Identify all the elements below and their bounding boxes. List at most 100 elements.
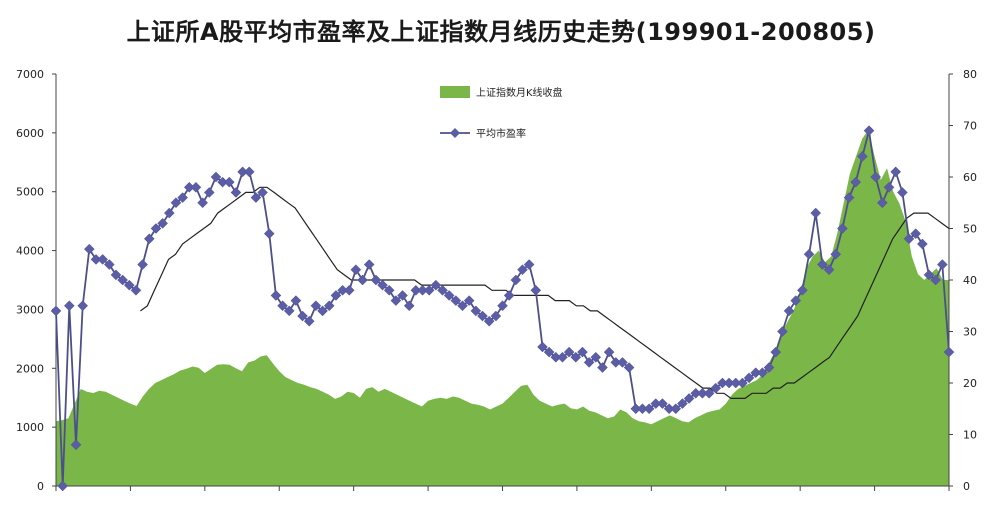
pe-ratio-point	[110, 269, 122, 281]
pe-ratio-point	[277, 300, 288, 312]
pe-ratio-point	[157, 217, 168, 229]
pe-ratio-point	[603, 346, 615, 358]
pe-ratio-point	[597, 362, 608, 373]
pe-ratio-point	[423, 284, 435, 296]
pe-ratio-point	[703, 387, 715, 399]
pe-ratio-point	[177, 192, 188, 203]
pe-ratio-point	[923, 269, 935, 281]
pe-ratio-point	[896, 187, 908, 198]
legend-pe-swatch-marker	[450, 128, 460, 138]
pe-ratio-point	[203, 187, 215, 198]
pe-ratio-point	[590, 351, 602, 363]
pe-ratio-point	[503, 290, 515, 301]
pe-ratio-point	[230, 187, 242, 198]
pe-ratio-point	[783, 305, 795, 317]
pe-ratio-point	[390, 295, 402, 306]
pe-ratio-point	[797, 284, 808, 296]
left-tick-label: 6000	[16, 127, 44, 140]
right-tick-label: 40	[963, 274, 977, 287]
pe-ratio-point	[197, 197, 208, 209]
pe-ratio-point	[450, 295, 462, 306]
pe-ratio-point	[350, 264, 362, 276]
legend-area-swatch	[440, 86, 470, 98]
pe-ratio-point	[330, 290, 342, 301]
pe-ratio-point	[770, 346, 782, 358]
pe-ratio-point	[497, 300, 508, 312]
pe-ratio-point	[790, 295, 802, 306]
pe-ratio-point	[57, 480, 69, 492]
pe-ratio-point	[150, 223, 162, 234]
pe-ratio-point	[810, 207, 822, 219]
pe-ratio-point	[210, 171, 222, 183]
pe-ratio-point	[903, 233, 915, 245]
pe-ratio-point	[623, 362, 635, 373]
pe-ratio-point	[777, 326, 788, 337]
pe-ratio-point	[857, 151, 868, 162]
pe-ratio-point	[563, 346, 575, 358]
pe-ratio-point	[97, 254, 109, 265]
pe-ratio-point	[850, 176, 862, 188]
pe-ratio-point	[470, 305, 482, 317]
pe-ratio-point	[557, 351, 568, 363]
pe-ratio-point	[137, 259, 148, 270]
pe-ratio-point	[430, 279, 442, 291]
pe-ratio-point	[457, 300, 468, 312]
right-tick-label: 0	[963, 480, 970, 493]
pe-ratio-point	[763, 362, 775, 373]
pe-ratio-point	[890, 166, 902, 178]
legend-pe-label: 平均市盈率	[476, 127, 526, 140]
pe-ratio-point	[250, 192, 262, 203]
right-tick-label: 50	[963, 223, 977, 236]
pe-ratio-point	[583, 357, 595, 368]
pe-ratio-point	[343, 284, 355, 296]
area-layer	[56, 129, 949, 486]
pe-ratio-point	[910, 228, 922, 240]
pe-ratio-point	[530, 284, 542, 296]
left-tick-label: 1000	[16, 421, 44, 434]
pe-ratio-point	[190, 181, 202, 193]
pe-ratio-point	[757, 367, 768, 379]
pe-ratio-point	[443, 290, 455, 301]
pe-ratio-point	[837, 223, 848, 234]
right-tick-label: 10	[963, 429, 977, 442]
pe-ratio-point	[403, 300, 415, 312]
left-tick-label: 0	[37, 480, 44, 493]
left-tick-label: 3000	[16, 303, 44, 316]
pe-ratio-point	[483, 315, 495, 327]
pe-ratio-point	[463, 295, 475, 306]
pe-ratio-point	[883, 181, 895, 193]
pe-ratio-point	[103, 259, 115, 270]
pe-ratio-point	[677, 398, 688, 409]
right-tick-label: 80	[963, 68, 977, 81]
pe-ratio-point	[517, 264, 528, 276]
pe-ratio-point	[83, 243, 95, 255]
pe-ratio-point	[930, 274, 942, 286]
pe-ratio-point	[877, 197, 888, 209]
pe-ratio-point	[490, 310, 502, 322]
pe-ratio-point	[323, 300, 335, 312]
pe-ratio-point	[317, 305, 328, 317]
pe-ratio-point	[943, 346, 955, 358]
pe-ratio-point	[50, 305, 62, 317]
right-tick-label: 60	[963, 171, 977, 184]
chart-title: 上证所A股平均市盈率及上证指数月线历史走势(199901-200805)	[126, 18, 876, 46]
pe-ratio-point	[863, 125, 875, 137]
index-area	[56, 129, 949, 486]
pe-ratio-point	[670, 403, 682, 415]
pe-ratio-point	[77, 300, 89, 312]
pe-ratio-point	[263, 228, 275, 240]
pe-ratio-point	[363, 259, 375, 270]
pe-ratio-point	[617, 357, 628, 368]
right-tick-label: 70	[963, 120, 977, 133]
left-tick-label: 7000	[16, 68, 44, 81]
pe-ratio-point	[570, 351, 582, 363]
pe-ratio-point	[303, 315, 315, 327]
pe-ratio-point	[310, 300, 322, 312]
pe-ratio-point	[916, 238, 928, 250]
pe-ratio-point	[257, 187, 268, 198]
right-tick-label: 30	[963, 326, 977, 339]
right-tick-label: 20	[963, 377, 977, 390]
